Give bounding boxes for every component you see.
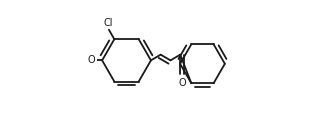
Text: Cl: Cl [104, 18, 113, 28]
Text: O: O [87, 55, 95, 65]
Text: O: O [178, 78, 186, 88]
